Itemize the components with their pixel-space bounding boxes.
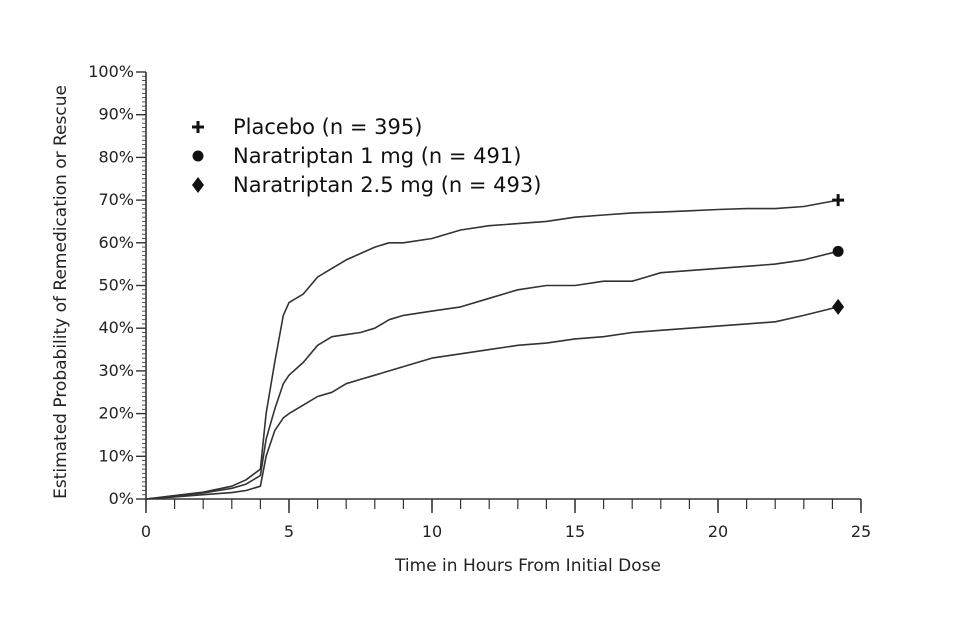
x-tick-label: 25 xyxy=(851,522,871,541)
y-tick-label: 20% xyxy=(98,404,134,423)
end-marker-placebo xyxy=(832,194,845,207)
x-tick-label: 15 xyxy=(565,522,585,541)
legend-label-naratriptan-2-5mg: Naratriptan 2.5 mg (n = 493) xyxy=(233,173,541,197)
y-tick-label: 100% xyxy=(88,62,134,81)
series-line-naratriptan-1mg xyxy=(145,250,839,500)
x-axis-label: Time in Hours From Initial Dose xyxy=(394,556,661,576)
series-line-naratriptan-2-5mg xyxy=(145,306,839,500)
y-tick-label: 70% xyxy=(98,190,134,209)
end-marker-naratriptan-1mg xyxy=(832,245,844,257)
x-tick-label: 5 xyxy=(284,522,294,541)
legend: Placebo (n = 395) Naratriptan 1 mg (n = 4… xyxy=(192,115,541,197)
legend-label-naratriptan-1mg: Naratriptan 1 mg (n = 491) xyxy=(233,144,521,168)
y-tick-label: 0% xyxy=(109,489,134,508)
legend-marker-placebo xyxy=(192,121,204,133)
y-tick-label: 50% xyxy=(98,276,134,295)
x-tick-label: 10 xyxy=(422,522,442,541)
series-group xyxy=(145,194,845,500)
legend-label-placebo: Placebo (n = 395) xyxy=(233,115,422,139)
y-tick-label: 30% xyxy=(98,361,134,380)
y-tick-label: 90% xyxy=(98,105,134,124)
x-tick-label: 0 xyxy=(141,522,151,541)
y-tick-label: 10% xyxy=(98,446,134,465)
y-tick-label: 80% xyxy=(98,147,134,166)
ticks: 0% 10% 20% 30% 40% 50% 60% 70% 80% 90% 100% 0 5 10 15 2… xyxy=(88,62,871,541)
y-axis-label: Estimated Probability of Remedication or… xyxy=(51,85,71,499)
x-tick-label: 20 xyxy=(708,522,728,541)
series-line-placebo xyxy=(145,199,839,500)
legend-marker-naratriptan-1mg xyxy=(192,150,204,162)
y-tick-label: 60% xyxy=(98,233,134,252)
y-tick-label: 40% xyxy=(98,318,134,337)
end-marker-naratriptan-2-5mg xyxy=(832,298,845,315)
legend-marker-naratriptan-2-5mg xyxy=(192,177,204,193)
